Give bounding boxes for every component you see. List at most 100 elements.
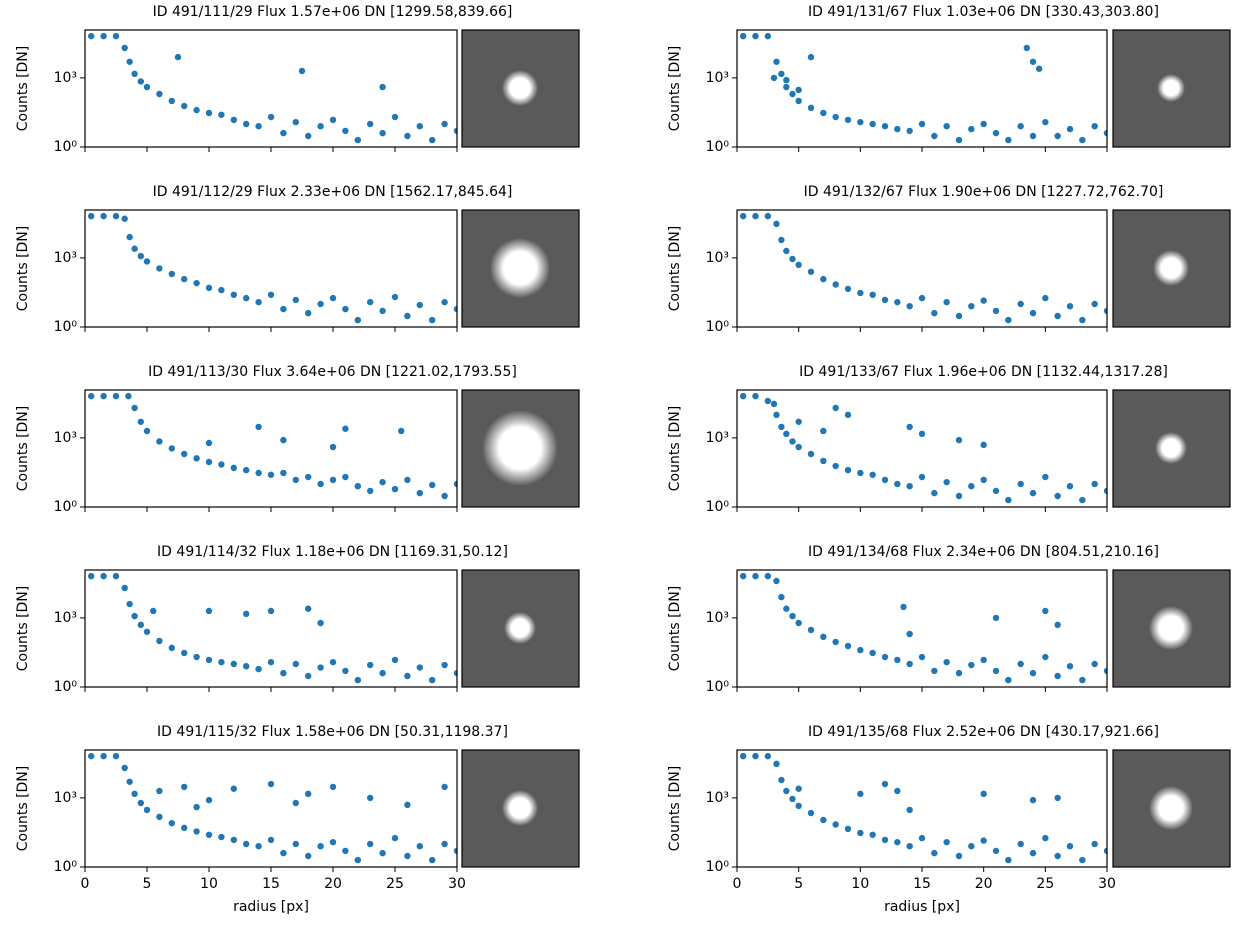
point	[778, 236, 785, 244]
point	[764, 397, 772, 405]
point	[205, 109, 213, 117]
point	[404, 312, 411, 320]
point	[968, 482, 975, 490]
point	[453, 480, 457, 488]
point	[857, 829, 864, 837]
y-tick-label: 10³	[54, 610, 77, 626]
point	[292, 840, 299, 848]
point	[329, 783, 337, 791]
point	[1103, 487, 1107, 495]
point	[795, 97, 802, 105]
x-tick-label: 10	[200, 876, 218, 892]
point	[292, 799, 299, 807]
y-tick-label: 10³	[706, 790, 729, 806]
point	[764, 572, 772, 580]
point	[832, 404, 839, 412]
point	[1103, 667, 1107, 675]
point	[255, 122, 262, 130]
point	[906, 630, 913, 638]
x-tick-label: 15	[913, 876, 931, 892]
point	[342, 305, 349, 313]
point	[980, 476, 987, 484]
point	[205, 439, 213, 447]
point	[764, 32, 772, 40]
point	[243, 610, 250, 618]
point	[943, 478, 950, 486]
point	[778, 70, 785, 78]
point	[773, 411, 780, 419]
point	[1005, 136, 1012, 144]
point	[955, 492, 963, 500]
point	[354, 136, 361, 144]
point	[181, 824, 188, 832]
y-axis-label: Counts [DN]	[667, 46, 683, 132]
point	[317, 300, 324, 308]
x-tick-label: 0	[733, 876, 742, 892]
point	[918, 473, 926, 481]
point	[218, 461, 225, 468]
point	[992, 487, 1000, 495]
point	[88, 752, 95, 760]
point	[441, 492, 448, 500]
point	[869, 649, 876, 657]
point	[869, 120, 876, 128]
point	[305, 605, 312, 612]
point	[280, 436, 287, 444]
point	[1042, 473, 1049, 481]
point	[820, 275, 827, 283]
scatter-points	[739, 752, 1107, 864]
scatter-points	[88, 752, 457, 864]
point	[441, 661, 448, 669]
point	[770, 400, 778, 408]
point	[230, 291, 237, 298]
point	[1054, 312, 1061, 320]
point	[305, 309, 312, 317]
point	[795, 443, 802, 451]
panel-title: ID 491/111/29 Flux 1.57e+06 DN [1299.58,…	[153, 4, 513, 20]
point	[280, 669, 287, 677]
point	[1042, 118, 1049, 126]
point	[955, 136, 963, 144]
point	[906, 660, 913, 668]
point	[955, 669, 963, 677]
point	[280, 305, 287, 313]
point	[832, 462, 839, 470]
point	[404, 852, 411, 860]
point	[429, 136, 436, 144]
point	[243, 120, 250, 128]
point	[100, 212, 107, 220]
point	[243, 840, 250, 848]
point	[137, 418, 144, 425]
point	[137, 799, 144, 807]
scatter-points	[88, 572, 457, 684]
point	[918, 653, 926, 661]
point	[844, 285, 852, 293]
point	[857, 646, 864, 654]
point	[918, 834, 926, 842]
point	[218, 111, 225, 118]
point	[342, 847, 349, 855]
point	[752, 392, 759, 400]
point	[143, 628, 151, 635]
point	[783, 76, 790, 84]
point	[168, 270, 175, 278]
scatter-points	[88, 212, 457, 324]
point	[968, 125, 975, 133]
x-tick-label: 30	[1098, 876, 1116, 892]
point	[156, 265, 163, 272]
y-tick-label: 10⁰	[54, 319, 78, 335]
point	[453, 305, 457, 313]
point	[1091, 122, 1098, 130]
point	[795, 418, 802, 425]
point	[391, 293, 399, 301]
point	[305, 852, 312, 860]
scatter-points	[739, 32, 1107, 144]
plot-frame	[84, 29, 458, 148]
point	[416, 664, 423, 671]
point	[894, 480, 901, 488]
point	[121, 764, 128, 772]
point	[1091, 660, 1098, 668]
point	[1005, 316, 1012, 324]
plot-frame	[736, 209, 1108, 328]
point	[156, 813, 163, 821]
